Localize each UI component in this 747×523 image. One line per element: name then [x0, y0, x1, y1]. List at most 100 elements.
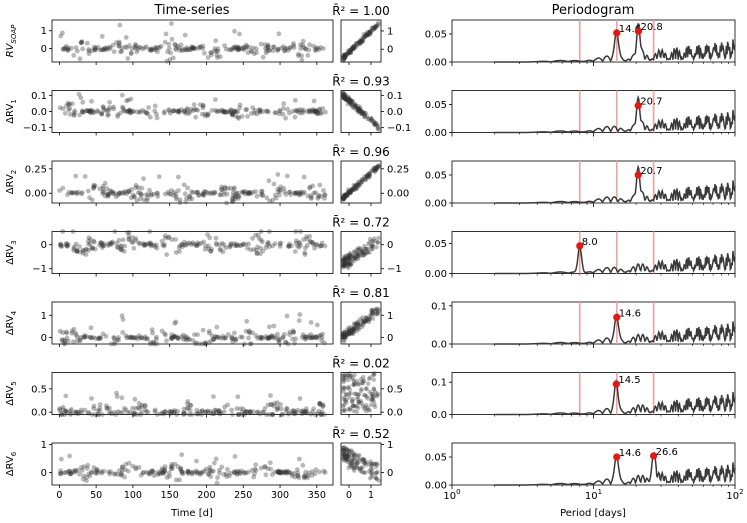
corr-point — [345, 385, 350, 391]
corr-point — [373, 166, 379, 171]
ts-point — [179, 469, 185, 475]
ts-point — [286, 243, 291, 249]
corr-point — [364, 247, 369, 252]
ts-point — [182, 242, 188, 248]
corr-point — [360, 39, 365, 44]
ts-point — [119, 395, 125, 401]
ts-point — [91, 184, 97, 189]
ts-point — [80, 109, 86, 115]
ts-point — [64, 335, 70, 341]
ts-point — [258, 336, 264, 342]
corr-point — [369, 307, 374, 313]
ts-point — [187, 240, 193, 246]
corr-point — [349, 325, 354, 330]
ts-point — [125, 230, 130, 236]
ts-point — [122, 243, 128, 249]
ts-point — [301, 237, 306, 242]
ts-point — [162, 468, 168, 474]
corr-point — [343, 455, 348, 460]
ts-point — [116, 43, 122, 49]
ts-point — [190, 45, 196, 51]
ts-point — [133, 465, 139, 470]
corr-point — [362, 34, 368, 39]
corr-point — [343, 55, 348, 60]
corr-point — [356, 106, 361, 112]
corr-point — [358, 105, 363, 111]
corr-point — [346, 328, 352, 334]
ts-point — [200, 192, 206, 197]
ts-point — [290, 410, 296, 416]
ts-point — [304, 236, 310, 242]
ts-point — [304, 243, 310, 248]
ts-point — [296, 53, 301, 59]
ts-point — [259, 189, 265, 194]
corr-point — [376, 127, 381, 132]
ts-point — [250, 45, 256, 51]
corr-point — [357, 457, 363, 462]
ts-point — [182, 108, 187, 114]
corr-point — [341, 334, 346, 339]
ts-point — [92, 183, 98, 189]
corr-point — [342, 52, 347, 57]
ts-point — [193, 114, 199, 120]
ts-point — [79, 40, 85, 45]
ts-point — [312, 471, 318, 477]
ts-point — [277, 470, 283, 476]
ts-point — [169, 335, 174, 341]
corr-point — [358, 39, 363, 44]
ts-point — [143, 409, 149, 415]
ts-point — [172, 461, 178, 467]
ts-point — [189, 46, 195, 51]
ts-point — [313, 108, 319, 114]
ts-point — [245, 50, 251, 56]
ts-point — [301, 109, 306, 115]
ts-point — [192, 106, 197, 112]
ts-point — [236, 412, 241, 417]
ts-point — [154, 111, 159, 117]
ts-point — [194, 411, 199, 417]
ts-point — [287, 329, 293, 335]
ts-point — [235, 394, 241, 400]
corr-point — [341, 195, 346, 200]
ts-point — [233, 338, 239, 343]
ts-point — [79, 191, 84, 197]
ts-point — [277, 188, 283, 194]
ts-point — [311, 406, 316, 412]
ts-point — [270, 335, 276, 340]
corr-point — [342, 335, 348, 340]
ts-point — [99, 242, 105, 248]
ts-point — [84, 247, 89, 252]
ts-point — [270, 197, 276, 203]
ts-point — [67, 101, 72, 107]
ts-point — [66, 189, 72, 195]
ts-point — [190, 337, 196, 343]
ts-point — [126, 108, 132, 114]
corr-point — [364, 462, 369, 467]
ts-point — [169, 464, 175, 469]
ts-point — [173, 194, 179, 200]
ts-point — [206, 471, 212, 477]
peak-marker — [613, 453, 621, 461]
corr-point — [341, 94, 347, 99]
ts-point — [303, 409, 309, 415]
corr-point — [348, 101, 353, 106]
ts-point — [307, 239, 313, 245]
corr-point — [364, 317, 370, 323]
ts-point — [213, 97, 218, 102]
ts-point — [234, 46, 240, 51]
corr-point — [349, 463, 354, 469]
corr-point — [341, 56, 346, 61]
corr-point — [350, 46, 355, 52]
ts-point — [275, 406, 281, 412]
ts-point — [126, 43, 132, 48]
corr-point — [371, 166, 377, 171]
ts-point — [175, 335, 181, 341]
r2-label: R̄² = 0.93 — [332, 74, 390, 88]
corr-point — [347, 255, 353, 261]
corr-point — [341, 334, 347, 340]
ts-point — [211, 191, 216, 197]
ts-point — [280, 334, 286, 340]
ts-point — [231, 45, 237, 50]
ts-frame — [51, 90, 334, 133]
ts-point — [113, 194, 119, 200]
